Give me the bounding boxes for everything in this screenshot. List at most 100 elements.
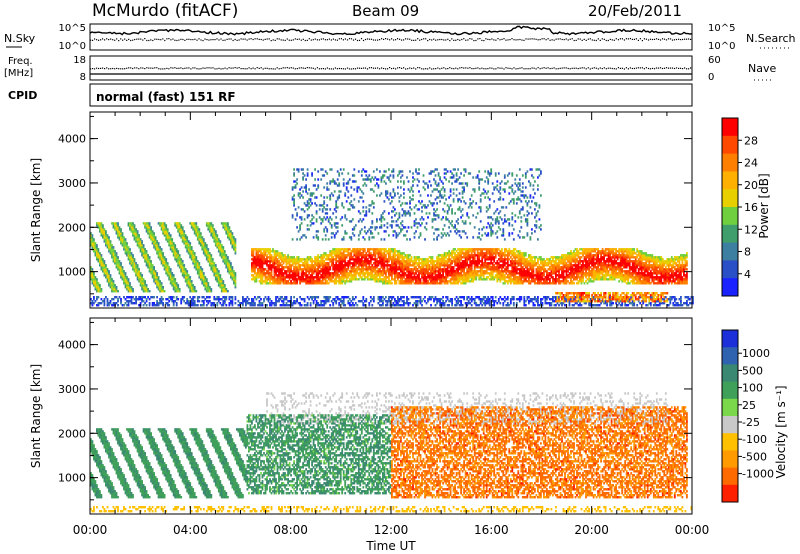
echo-cell	[305, 204, 307, 207]
echo-cell	[154, 282, 157, 285]
echo-cell	[135, 228, 137, 231]
echo-cell	[136, 264, 139, 267]
echo-cell	[323, 274, 326, 277]
echo-cell	[300, 236, 303, 239]
echo-cell	[177, 288, 180, 291]
echo-cell	[434, 282, 437, 285]
echo-cell	[150, 238, 152, 241]
echo-cell	[308, 258, 310, 261]
nave-dot	[350, 68, 353, 70]
echo-cell	[99, 224, 101, 227]
echo-cell	[333, 182, 336, 185]
nave-dot	[116, 67, 118, 69]
noise-dot	[669, 38, 672, 40]
echo-cell	[132, 230, 134, 233]
echo-cell	[412, 272, 414, 275]
echo-cell	[293, 260, 295, 263]
echo-cell	[214, 266, 217, 269]
noise-dot	[114, 39, 116, 41]
echo-cell	[148, 230, 151, 233]
echo-cell	[326, 186, 329, 189]
echo-cell	[365, 254, 368, 257]
echo-cell	[227, 264, 229, 267]
echo-cell	[189, 278, 192, 281]
echo-cell	[433, 300, 435, 303]
echo-cell	[425, 228, 428, 231]
noise-dot	[439, 38, 441, 41]
echo-cell	[368, 268, 371, 271]
echo-cell	[341, 172, 344, 175]
echo-cell	[391, 210, 393, 213]
echo-cell	[362, 256, 365, 259]
echo-cell	[407, 274, 410, 277]
echo-cell	[433, 282, 435, 285]
echo-cell	[106, 236, 109, 239]
echo-cell	[309, 270, 312, 273]
echo-cell	[195, 260, 198, 263]
echo-cell	[148, 264, 151, 267]
echo-cell	[397, 254, 399, 257]
echo-cell	[153, 240, 155, 243]
echo-cell	[225, 298, 228, 301]
echo-cell	[348, 272, 351, 275]
echo-cell	[228, 304, 231, 307]
echo-cell	[406, 176, 408, 179]
echo-cell	[220, 250, 223, 253]
echo-cell	[318, 276, 321, 279]
echo-cell	[90, 298, 92, 301]
echo-cell	[360, 248, 363, 251]
echo-cell	[386, 264, 389, 267]
echo-cell	[422, 258, 425, 261]
echo-cell	[314, 196, 316, 199]
echo-cell	[193, 260, 196, 263]
echo-cell	[323, 266, 326, 269]
echo-cell	[401, 258, 404, 261]
echo-cell	[332, 304, 335, 307]
echo-cell	[234, 302, 237, 305]
echo-cell	[398, 272, 401, 275]
echo-cell	[219, 244, 222, 247]
noise-dot	[499, 39, 501, 41]
echo-cell	[148, 262, 151, 265]
echo-cell	[351, 304, 354, 307]
freq-tick-bottom: 8	[80, 72, 86, 83]
echo-cell	[284, 276, 286, 279]
echo-cell	[388, 268, 390, 271]
echo-cell	[220, 304, 223, 307]
echo-cell	[388, 264, 390, 267]
echo-cell	[189, 290, 192, 293]
echo-cell	[335, 210, 338, 213]
echo-cell	[394, 192, 396, 195]
echo-cell	[245, 304, 247, 307]
echo-cell	[103, 230, 106, 233]
echo-cell	[114, 224, 116, 227]
echo-cell	[288, 256, 291, 259]
echo-cell	[403, 258, 405, 261]
echo-cell	[142, 256, 145, 259]
echo-cell	[338, 266, 341, 269]
echo-cell	[109, 276, 112, 279]
echo-cell	[422, 282, 425, 285]
echo-cell	[350, 220, 353, 223]
echo-cell	[380, 262, 383, 265]
echo-cell	[428, 272, 431, 275]
echo-cell	[409, 280, 411, 283]
echo-cell	[190, 222, 193, 225]
echo-cell	[356, 254, 359, 257]
echo-cell	[252, 266, 255, 269]
echo-cell	[100, 266, 103, 269]
cpid-text: normal (fast) 151 RF	[96, 90, 236, 104]
echo-cell	[272, 266, 274, 269]
echo-cell	[330, 278, 333, 281]
echo-cell	[379, 170, 381, 173]
echo-cell	[139, 298, 142, 301]
echo-cell	[288, 262, 291, 265]
echo-cell	[165, 264, 168, 267]
echo-cell	[397, 300, 399, 303]
echo-cell	[156, 244, 158, 247]
echo-cell	[267, 266, 270, 269]
echo-cell	[278, 280, 280, 283]
echo-cell	[171, 296, 174, 299]
echo-cell	[422, 270, 425, 273]
echo-cell	[434, 296, 437, 299]
